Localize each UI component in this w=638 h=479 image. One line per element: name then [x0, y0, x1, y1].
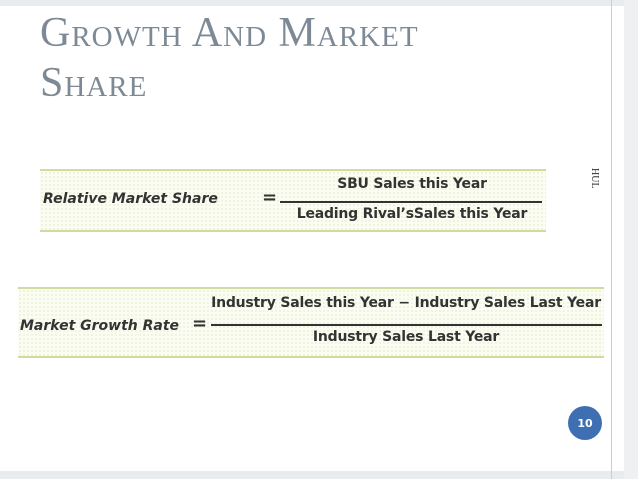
- right-rule-line: [611, 0, 612, 479]
- formula-denominator: Leading Rival’sSales this Year: [296, 206, 528, 222]
- page-number-badge: 10: [568, 406, 602, 440]
- side-label-text: HUL: [589, 168, 600, 189]
- relative-market-share-formula: Relative Market Share = SBU Sales this Y…: [40, 169, 546, 232]
- formula-denominator: Industry Sales Last Year: [312, 329, 500, 345]
- slide-title: Growth And Market Share: [40, 8, 560, 108]
- formula-numerator: SBU Sales this Year: [337, 176, 487, 192]
- right-border: [624, 0, 638, 479]
- fraction-bar: [280, 201, 542, 203]
- page-number: 10: [577, 416, 593, 430]
- formula-numerator: Industry Sales this Year − Industry Sale…: [211, 295, 601, 311]
- slide-title-line2: Share: [40, 60, 148, 106]
- equals-sign: =: [192, 313, 208, 334]
- formula-lhs: Market Growth Rate: [20, 318, 180, 334]
- bottom-border: [0, 471, 638, 479]
- slide-title-line1: Growth And Market: [40, 10, 419, 56]
- equals-sign: =: [262, 187, 278, 208]
- formula-lhs: Relative Market Share: [43, 191, 218, 207]
- top-border: [0, 0, 638, 6]
- side-label: HUL: [586, 168, 606, 198]
- fraction-bar: [211, 324, 602, 326]
- market-growth-rate-formula: Market Growth Rate = Industry Sales this…: [18, 287, 604, 358]
